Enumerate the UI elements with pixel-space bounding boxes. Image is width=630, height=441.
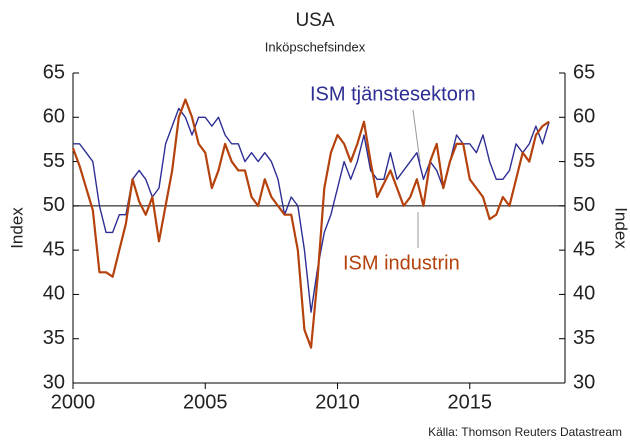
annotation-pointer <box>412 109 421 163</box>
y-tick-label: 60 <box>43 106 65 128</box>
y-tick-label: 45 <box>43 238 65 260</box>
chart-title: USA <box>295 10 334 31</box>
y2-axis-label: Index <box>612 207 630 249</box>
chart-subtitle: Inköpschefsindex <box>265 39 366 54</box>
source-note: Källa: Thomson Reuters Datastream <box>428 425 622 439</box>
y-tick-label: 50 <box>43 194 65 216</box>
y2-tick-label: 60 <box>573 106 595 128</box>
series-label: ISM tjänstesektorn <box>310 83 476 105</box>
y-tick-label: 40 <box>43 283 65 305</box>
x-tick-label: 2015 <box>448 391 493 413</box>
x-tick-label: 2005 <box>183 391 228 413</box>
y2-tick-label: 55 <box>573 150 595 172</box>
x-tick-label: 2010 <box>315 391 360 413</box>
y-tick-label: 35 <box>43 327 65 349</box>
y2-tick-label: 45 <box>573 238 595 260</box>
y-tick-label: 55 <box>43 150 65 172</box>
y2-tick-label: 40 <box>573 283 595 305</box>
y2-tick-label: 35 <box>573 327 595 349</box>
x-tick-label: 2000 <box>51 391 96 413</box>
y2-tick-label: 30 <box>573 371 595 393</box>
y-axis-label: Index <box>7 207 26 249</box>
series-label: ISM industrin <box>343 252 460 274</box>
y2-tick-label: 50 <box>573 194 595 216</box>
y2-tick-label: 65 <box>573 61 595 83</box>
y-tick-label: 30 <box>43 371 65 393</box>
series-line <box>71 98 550 349</box>
y-tick-label: 65 <box>43 61 65 83</box>
